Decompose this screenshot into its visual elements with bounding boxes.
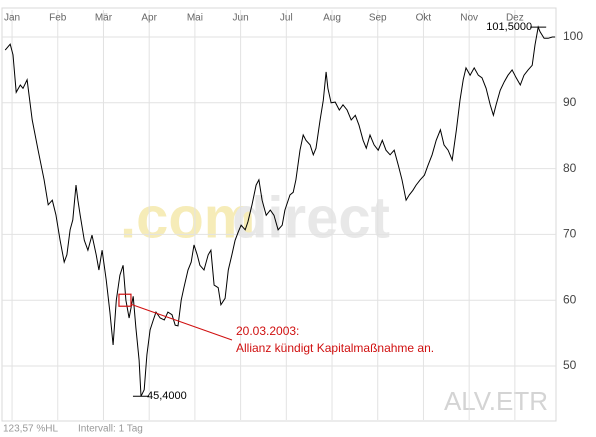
footer-range: 123,57 %HL	[3, 424, 58, 435]
price-line	[4, 25, 556, 397]
y-tick-label: 90	[563, 95, 577, 109]
x-tick-label: Apr	[141, 13, 157, 24]
x-tick-label: Okt	[416, 13, 432, 24]
x-tick-label: Mär	[95, 13, 113, 24]
x-tick-label: Mai	[187, 13, 203, 24]
y-tick-label: 70	[563, 227, 577, 241]
y-tick-label: 50	[563, 358, 577, 372]
x-tick-label: Jul	[280, 13, 293, 24]
event-marker	[118, 293, 132, 307]
x-tick-label: Jan	[4, 13, 20, 24]
event-text: Allianz kündigt Kapitalmaßnahme an.	[236, 341, 434, 355]
x-tick-label: Sep	[369, 13, 387, 24]
y-tick-label: 100	[563, 29, 583, 43]
x-tick-label: Dez	[506, 13, 524, 24]
extreme-label: 101,5000	[486, 21, 532, 33]
footer-interval: Intervall: 1 Tag	[78, 424, 143, 435]
watermark-direct: direct	[232, 185, 390, 250]
symbol: ALV.ETR	[444, 386, 548, 416]
x-tick-label: Jun	[233, 13, 249, 24]
y-tick-label: 60	[563, 292, 577, 306]
x-tick-label: Nov	[460, 13, 478, 24]
x-tick-label: Aug	[323, 13, 341, 24]
x-tick-label: Feb	[49, 13, 67, 24]
y-tick-label: 80	[563, 161, 577, 175]
extreme-label: 45,4000	[147, 390, 187, 402]
event-connector	[130, 303, 233, 341]
event-date: 20.03.2003:	[236, 324, 299, 338]
watermark-com: .com	[120, 185, 255, 250]
